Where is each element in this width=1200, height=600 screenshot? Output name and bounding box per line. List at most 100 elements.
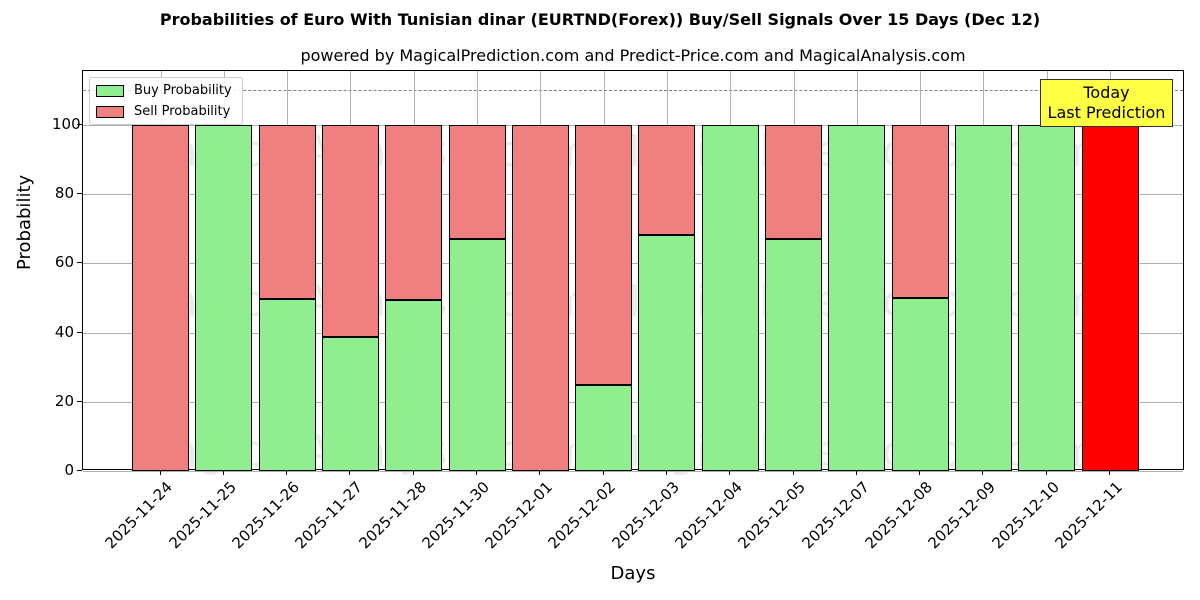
grid-line (83, 471, 1183, 472)
x-tick-label: 2025-12-03 (608, 478, 683, 553)
buy-segment (258, 299, 316, 471)
sell-segment (511, 125, 569, 471)
y-tick-label: 0 (64, 461, 74, 479)
x-tick-mark (159, 470, 161, 475)
x-tick-mark (982, 470, 984, 475)
y-axis-label: Probability (14, 174, 35, 270)
x-tick-label: 2025-12-05 (734, 478, 810, 553)
legend: Buy Probability Sell Probability (89, 77, 243, 125)
grid-line (83, 332, 1183, 334)
x-tick-label: 2025-12-04 (671, 478, 746, 553)
grid-line (83, 194, 1183, 196)
x-tick-mark (665, 470, 667, 475)
bar-2025-12-03 (638, 125, 696, 471)
plot-area: MagicalAnalysis.com MagicalPrediction.co… (82, 70, 1184, 477)
x-tick-label: 2025-12-02 (544, 478, 620, 553)
y-tick-mark (77, 470, 82, 471)
bar-2025-11-27 (321, 125, 379, 471)
bar-2025-11-26 (258, 125, 316, 471)
x-tick-mark (222, 470, 224, 475)
grid-line (83, 401, 1183, 403)
sell-segment (638, 125, 696, 236)
bar-2025-11-24 (132, 125, 189, 471)
buy-segment (575, 384, 633, 471)
x-tick-mark (1109, 470, 1110, 475)
y-tick-label: 60 (54, 253, 74, 272)
x-tick-mark (602, 470, 604, 475)
sell-segment (575, 125, 633, 385)
buy-segment (385, 300, 443, 471)
x-tick-label: 2025-12-09 (924, 478, 1000, 553)
bar-2025-11-28 (385, 125, 443, 471)
x-tick-label: 2025-11-25 (165, 478, 240, 553)
x-tick-label: 2025-11-26 (228, 478, 303, 553)
x-tick-mark (729, 470, 731, 475)
buy-segment (765, 239, 822, 471)
x-tick-label: 2025-11-24 (101, 478, 177, 553)
sell-segment (448, 125, 506, 240)
x-tick-label: 2025-12-01 (481, 478, 557, 553)
x-tick-label: 2025-12-08 (861, 478, 936, 553)
bar-2025-12-01 (511, 125, 569, 471)
x-tick-mark (919, 470, 921, 475)
sell-segment (765, 125, 822, 240)
buy-segment (638, 235, 696, 471)
x-tick-mark (349, 470, 351, 475)
buy-segment (891, 298, 949, 471)
bar-2025-12-11 (1081, 125, 1139, 471)
buy-segment (448, 239, 506, 471)
x-tick-mark (412, 470, 414, 475)
y-tick-label: 100 (52, 115, 81, 133)
legend-label: Sell Probability (134, 104, 231, 119)
y-tick-label: 80 (54, 184, 74, 203)
x-tick-label: 2025-11-30 (418, 478, 493, 553)
x-tick-mark (1045, 470, 1047, 475)
buy-swatch (96, 84, 124, 97)
x-tick-mark (539, 470, 541, 475)
chart-title: Probabilities of Euro With Tunisian dina… (159, 10, 1041, 29)
grid-line (83, 125, 1183, 126)
sell-segment (132, 125, 189, 471)
x-tick-label: 2025-12-10 (988, 478, 1063, 553)
buy-segment (1018, 125, 1076, 471)
x-tick-label: 2025-12-07 (798, 478, 873, 553)
x-tick-mark (476, 470, 477, 475)
sell-swatch (96, 105, 124, 118)
buy-segment (701, 125, 759, 471)
x-tick-mark (286, 470, 288, 475)
x-tick-label: 2025-12-11 (1051, 478, 1126, 553)
annotation-line: Last Prediction (1047, 103, 1166, 122)
y-tick-mark (77, 331, 82, 333)
sell-segment (1081, 125, 1139, 471)
x-tick-label: 2025-11-28 (355, 478, 430, 553)
sell-segment (385, 125, 443, 301)
buy-segment (828, 125, 886, 471)
bar-2025-12-10 (1018, 125, 1076, 471)
y-tick-label: 20 (54, 391, 74, 410)
legend-item-sell: Sell Probability (96, 104, 230, 119)
y-tick-label: 40 (54, 322, 74, 341)
sell-segment (258, 125, 316, 300)
x-tick-mark (792, 470, 794, 475)
y-tick-mark (77, 262, 82, 264)
bar-2025-11-25 (195, 125, 253, 471)
sell-segment (321, 125, 379, 338)
bar-2025-12-04 (701, 125, 759, 471)
x-axis-label: Days (610, 563, 656, 584)
legend-label: Buy Probability (134, 83, 232, 98)
y-tick-mark (77, 124, 82, 125)
bar-2025-12-02 (575, 125, 633, 471)
x-tick-mark (855, 470, 857, 475)
legend-item-buy: Buy Probability (96, 83, 232, 98)
y-tick-mark (77, 400, 82, 402)
reference-line (83, 90, 1183, 91)
y-tick-mark (77, 193, 82, 195)
bar-2025-12-05 (765, 125, 822, 471)
buy-segment (195, 125, 253, 471)
chart-subtitle: powered by MagicalPrediction.com and Pre… (300, 46, 966, 65)
today-annotation: Today Last Prediction (1040, 79, 1173, 127)
bar-2025-12-07 (828, 125, 886, 471)
annotation-line: Today (1083, 83, 1130, 102)
sell-segment (891, 125, 949, 298)
buy-segment (954, 125, 1012, 471)
